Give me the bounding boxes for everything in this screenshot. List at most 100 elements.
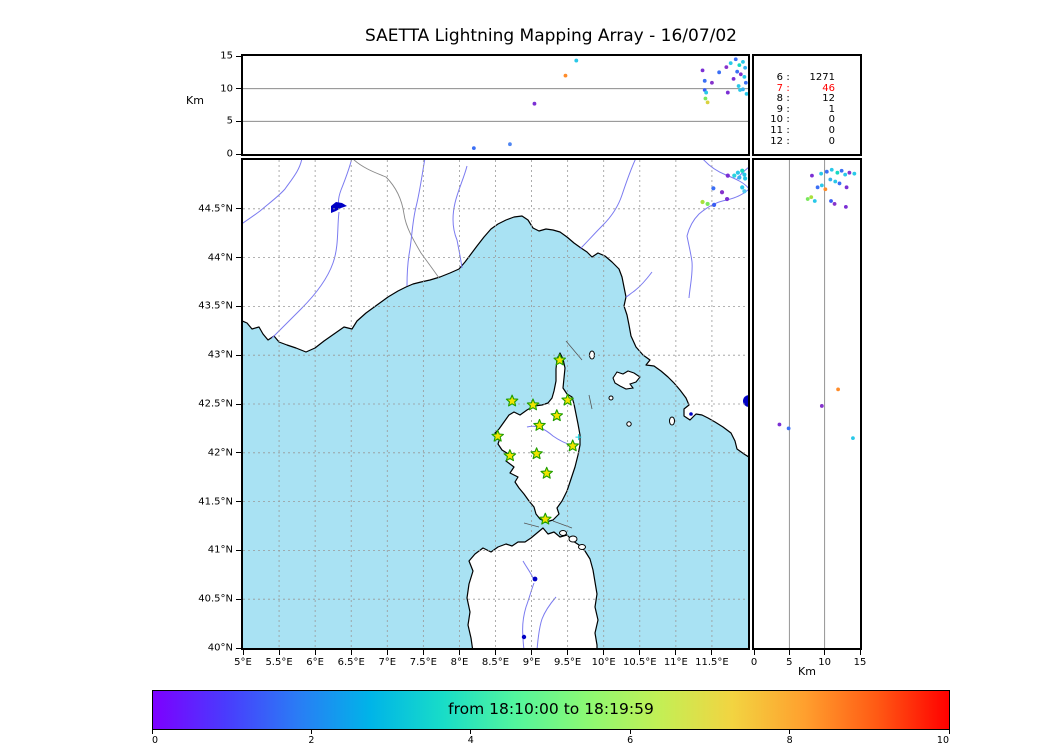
right-panel-xtick-label: 10 [818,657,832,668]
lightning-point [742,172,747,177]
tick-mark [789,730,791,734]
count-cell: : [786,82,790,94]
island-montecristo [626,421,632,427]
tick-mark [531,650,533,655]
map-ytick-label: 44.5°N [198,203,233,215]
lightning-point [705,100,710,105]
map-xtick-label: 5.5°E [265,657,293,668]
lightning-point [852,171,857,176]
map-xtick-label: 8.5°E [481,657,510,668]
lightning-point [844,185,849,190]
lightning-point [832,202,837,206]
lightning-point [847,170,852,175]
lightning-point [777,422,782,427]
altitude-vs-latitude-plot [777,160,857,648]
lightning-point [810,173,814,178]
lightning-point [819,404,824,408]
lightning-point [819,171,824,176]
lightning-point [805,197,810,201]
island-pianosa [608,395,614,401]
tick-mark [711,650,713,655]
top-panel-ylabel: Km [186,94,204,107]
colorbar-tick-label: 6 [627,735,634,746]
lightning-point [829,167,834,172]
map-ytick-label: 42.5°N [198,398,233,410]
lightning-point [823,187,828,192]
map-ytick-label: 40.5°N [198,593,233,605]
map-plot [243,160,748,648]
lightning-point [508,142,512,147]
tick-mark [350,650,352,655]
tick-mark [151,730,153,734]
tick-mark [236,120,241,122]
lma-station-star [530,447,543,460]
lightning-point [744,91,748,96]
lightning-point [839,168,844,173]
count-row-6km: 6: 1271 [754,72,860,84]
tick-mark [495,650,496,655]
map-ytick-label: 44°N [207,252,233,264]
island-maddalena-3 [578,544,586,550]
count-cell: 0 [828,135,835,147]
lightning-point [829,199,833,203]
island-maddalena-2 [568,535,578,543]
lightning-point [851,436,855,441]
altitude-vs-longitude-panel [241,54,750,156]
tick-mark [236,452,241,454]
tick-mark [236,501,241,503]
lightning-point [700,68,705,73]
lma-station-star [550,409,564,422]
tick-mark [236,403,241,405]
count-row-10km: 10: 0 [754,115,860,126]
tick-mark [236,305,241,307]
lightning-point [843,172,848,177]
map-ytick-label: 43.5°N [198,300,233,312]
lightning-point [724,65,729,70]
lightning-point [836,387,840,392]
lightning-point [717,70,722,75]
count-cell: : [786,114,790,126]
map-xtick-label: 11.5°E [695,657,729,668]
source-counts-panel: 6:1271 7:46 8:12 9:1 10:0 11:0 12:0 [752,54,862,156]
lightning-point [819,183,824,188]
island-elba [612,370,641,390]
tick-mark [859,650,861,655]
lightning-point [703,96,708,101]
lightning-point [711,186,716,191]
lightning-point [828,177,833,182]
lma-station-star [505,394,519,407]
lightning-point [837,181,842,186]
colorbar-tick-label: 0 [152,735,159,746]
tick-mark [629,730,631,734]
time-colorbar [152,690,950,730]
tick-mark [386,650,388,655]
lightning-point [741,87,745,92]
count-row-7km: 7: 46 [754,82,860,95]
map-xtick-label: 7.5°E [409,657,437,668]
lightning-point [742,189,747,194]
altitude-vs-longitude-plot [243,57,748,151]
map-xtick-label: 6°E [306,657,324,668]
lightning-point [728,61,733,66]
tick-mark [310,730,312,734]
count-row-12km: 12: 0 [754,135,860,148]
count-cell: : [786,124,790,136]
map-ytick-label: 41°N [207,544,233,556]
map-xtick-label: 6.5°E [337,657,365,668]
tick-mark [314,650,316,655]
lightning-point [741,59,745,64]
lightning-point [574,58,579,63]
tick-mark [236,354,241,356]
lma-station-star [533,418,546,431]
lightning-point [815,185,820,190]
lightning-point [736,84,741,88]
lightning-point [725,173,730,178]
map-xtick-label: 9°E [522,657,541,668]
count-row-9km: 9: 1 [754,104,860,116]
country-border-line [353,160,440,279]
lma-station-star [561,393,574,406]
lightning-point [700,199,705,205]
tick-mark [236,153,241,155]
coastline-mainland [243,160,748,458]
